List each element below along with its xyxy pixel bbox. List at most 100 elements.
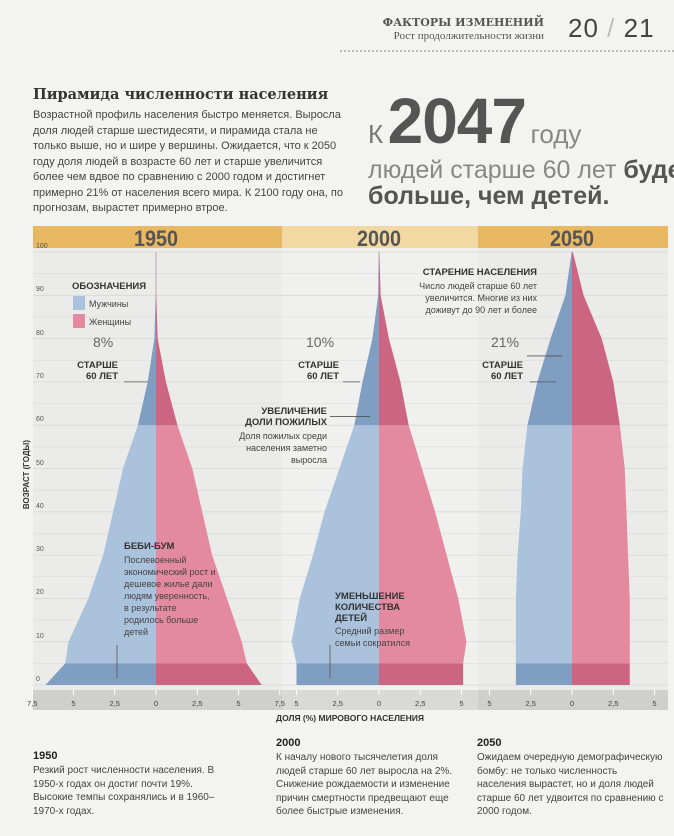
x-tick-label: 7,5 bbox=[27, 699, 38, 708]
year-band-2000 bbox=[282, 226, 478, 248]
x-tick-label: 2,5 bbox=[332, 699, 343, 708]
legend-male-swatch bbox=[73, 296, 85, 310]
fewer-heading-2: КОЛИЧЕСТВА bbox=[335, 602, 401, 613]
pyramid-male-under60-2050 bbox=[515, 425, 572, 664]
headline-line1: К 2047 году bbox=[368, 84, 581, 158]
x-tick-label: 0 bbox=[376, 699, 382, 708]
note-year-2000: 2000 bbox=[276, 737, 301, 749]
headline-line2-bold: будет bbox=[623, 156, 674, 184]
x-tick-label: 5 bbox=[71, 699, 76, 708]
y-tick-label: 0 bbox=[36, 676, 40, 683]
y-tick-label: 60 bbox=[36, 416, 44, 424]
over60-1950: СТАРШЕ 60 ЛЕТ bbox=[75, 360, 118, 382]
over60-label-b: 60 ЛЕТ bbox=[85, 371, 118, 382]
pct-1950: 8% bbox=[93, 334, 114, 350]
aging-heading: СТАРЕНИЕ НАСЕЛЕНИЯ bbox=[422, 267, 537, 278]
note-year-1950: 1950 bbox=[33, 750, 58, 762]
fewer-children-heading: УМЕНЬШЕНИЕ КОЛИЧЕСТВА ДЕТЕЙ bbox=[335, 591, 405, 624]
x-tick-label: 5 bbox=[236, 699, 241, 708]
over60-label: СТАРШЕ bbox=[77, 360, 118, 371]
x-tick-label: 5 bbox=[652, 699, 657, 708]
x-tick-label: 2,5 bbox=[192, 699, 203, 708]
over60-label: СТАРШЕ bbox=[298, 360, 339, 371]
x-tick-label: 7,5 bbox=[274, 699, 285, 708]
pyramid-female-over60-2000 bbox=[379, 252, 409, 426]
year-label-1950: 1950 bbox=[133, 226, 179, 251]
headline-k: К bbox=[368, 119, 384, 149]
article-title: Пирамида численности населения bbox=[33, 86, 329, 103]
x-tick-label: 5 bbox=[294, 699, 299, 708]
over60-label-b: 60 ЛЕТ bbox=[306, 371, 339, 382]
pyramid-female-over60-1950 bbox=[156, 252, 178, 426]
section-title: ФАКТОРЫ ИЗМЕНЕНИЙ bbox=[382, 16, 544, 29]
x-tick-label: 0 bbox=[153, 699, 159, 708]
pyramid-female-under60-1950 bbox=[156, 425, 247, 664]
note-year-2050: 2050 bbox=[477, 737, 502, 749]
x-axis-bar-2000 bbox=[282, 690, 478, 710]
x-tick-label: 2,5 bbox=[109, 699, 120, 708]
y-tick-label: 90 bbox=[36, 286, 44, 294]
pct-2050: 21% bbox=[491, 334, 520, 350]
over60-2050: СТАРШЕ 60 ЛЕТ bbox=[480, 360, 523, 382]
note-text-2000: К началу нового тысячелетия доля людей с… bbox=[276, 752, 453, 817]
y-tick-label: 80 bbox=[36, 329, 44, 337]
y-tick-label: 70 bbox=[36, 372, 44, 380]
year-label-2050: 2050 bbox=[549, 226, 595, 251]
x-axis-label: ДОЛЯ (%) МИРОВОГО НАСЕЛЕНИЯ bbox=[276, 713, 424, 723]
increase-heading: УВЕЛИЧЕНИЕ ДОЛИ ПОЖИЛЫХ bbox=[215, 406, 327, 428]
over60-label: СТАРШЕ bbox=[482, 360, 523, 371]
legend-female-swatch bbox=[73, 314, 85, 328]
year-label-2000: 2000 bbox=[356, 226, 402, 251]
y-tick-label: 40 bbox=[36, 502, 44, 510]
pyramid-male-over60-2000 bbox=[354, 252, 379, 426]
x-tick-label: 2,5 bbox=[415, 699, 426, 708]
over60-label-b: 60 ЛЕТ bbox=[490, 371, 523, 382]
y-tick-label: 50 bbox=[36, 459, 44, 467]
pyramid-female-under5-2050 bbox=[572, 663, 630, 685]
dotted-divider bbox=[340, 50, 674, 52]
fewer-heading-3: ДЕТЕЙ bbox=[335, 613, 368, 624]
pyramid-male-under5-2050 bbox=[515, 663, 572, 685]
pyramid-female-under5-2000 bbox=[379, 663, 464, 685]
increase-heading-1: УВЕЛИЧЕНИЕ bbox=[261, 406, 327, 417]
increase-text: Доля пожилых среди населения заметно выр… bbox=[239, 431, 327, 465]
article-intro: Возрастной профиль населения быстро меня… bbox=[33, 109, 343, 214]
pyramid-female-over60-2050 bbox=[572, 252, 620, 426]
x-tick-label: 0 bbox=[569, 699, 575, 708]
pct-2000: 10% bbox=[306, 334, 335, 350]
pyramid-female-under60-2050 bbox=[572, 425, 630, 664]
pyramid-female-under5-1950 bbox=[156, 663, 262, 685]
aging-text: Число людей старше 60 лет увеличится. Мн… bbox=[419, 281, 537, 315]
headline-line2: людей старше 60 лет будет bbox=[368, 156, 674, 185]
pyramid-male-over60-1950 bbox=[137, 252, 156, 426]
legend-male-label: Мужчины bbox=[89, 299, 129, 309]
babyboom-text: Послевоенный экономический рост и дешево… bbox=[124, 555, 216, 637]
headline-line2-light: людей старше 60 лет bbox=[368, 156, 624, 184]
pyramid-female-under60-2000 bbox=[379, 425, 467, 664]
y-tick-label: 100 bbox=[36, 243, 48, 250]
y-axis-label: ВОЗРАСТ (ГОДЫ) bbox=[22, 439, 32, 510]
pyramid-male-under5-1950 bbox=[45, 663, 156, 685]
section-subtitle: Рост продолжительности жизни bbox=[393, 30, 544, 42]
pyramid-male-under60-1950 bbox=[65, 425, 156, 664]
note-text-2050: Ожидаем очередную демографическую бомбу:… bbox=[477, 752, 664, 817]
page-numbers: 20 / 21 bbox=[568, 13, 655, 44]
headline-year: 2047 bbox=[387, 85, 527, 157]
babyboom-heading: БЕБИ-БУМ bbox=[124, 541, 175, 552]
fewer-children-text: Средний размер семьи сократился bbox=[335, 626, 411, 648]
legend-title: ОБОЗНАЧЕНИЯ bbox=[72, 281, 147, 292]
page-left: 20 bbox=[568, 13, 599, 43]
x-tick-label: 2,5 bbox=[525, 699, 536, 708]
page-separator: / bbox=[607, 13, 616, 43]
x-tick-label: 2,5 bbox=[608, 699, 619, 708]
over60-2000: СТАРШЕ 60 ЛЕТ bbox=[296, 360, 339, 382]
y-tick-label: 30 bbox=[36, 546, 44, 554]
page-right: 21 bbox=[623, 13, 655, 43]
headline-godu: году bbox=[530, 119, 582, 149]
note-text-1950: Резкий рост численности населения. В 195… bbox=[33, 765, 215, 817]
y-tick-label: 20 bbox=[36, 589, 44, 597]
legend-female-label: Женщины bbox=[89, 317, 132, 327]
pyramid-male-under60-2000 bbox=[291, 425, 379, 664]
